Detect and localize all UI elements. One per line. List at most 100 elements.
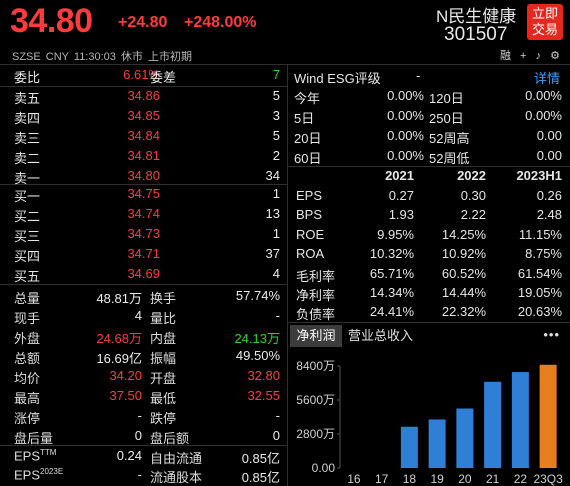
financials-label: 净利率	[296, 288, 336, 303]
level-label: 买一	[14, 189, 41, 204]
trade-now-button[interactable]: 立即 交易	[527, 4, 563, 40]
level-price: 34.71	[127, 246, 160, 261]
bid-level-row[interactable]: 买三 34.73 1	[0, 224, 286, 244]
return-value: 0.00%	[387, 108, 424, 123]
eps-label: EPS2023E	[14, 467, 63, 482]
tab-revenue[interactable]: 营业总收入	[348, 328, 414, 343]
stat-value: -	[275, 408, 280, 423]
stat-label: 跌停	[150, 411, 177, 426]
stat-value: 34.20	[109, 368, 142, 383]
financials-row: ROE 9.95% 14.25% 11.15%	[292, 225, 570, 245]
financials-value: 22.32%	[441, 304, 486, 320]
price-change: +24.80	[118, 14, 168, 31]
bid-level-row[interactable]: 买五 34.69 4	[0, 264, 286, 284]
divider	[288, 166, 570, 167]
financials-header: 2021 2022 2023H1	[292, 166, 570, 186]
level-volume: 3	[272, 108, 280, 123]
return-value: 0.00%	[525, 88, 562, 103]
level-label: 卖一	[14, 171, 41, 186]
stat-row: 最高 37.50 最低 32.55	[0, 386, 286, 406]
level-label: 卖三	[14, 131, 41, 146]
return-value: 0.00%	[387, 148, 424, 163]
bar-18[interactable]	[400, 426, 418, 468]
financials-year: 2021	[385, 168, 414, 183]
level-price: 34.69	[127, 266, 160, 281]
bid-level-row[interactable]: 买四 34.71 37	[0, 244, 286, 264]
ratio-label: 委比	[14, 70, 41, 85]
stat-row: 外盘 24.68万 内盘 24.13万	[0, 326, 286, 346]
stat-row: 总量 48.81万 换手 57.74%	[0, 286, 286, 306]
return-label: 20日	[294, 131, 322, 146]
stat-label: 现手	[14, 311, 41, 326]
x-tick-label: 16	[347, 472, 361, 486]
stat-row: 总额 16.69亿 振幅 49.50%	[0, 346, 286, 366]
chart-tabs: 净利润 营业总收入 •••	[290, 325, 570, 347]
financials-label: ROA	[296, 246, 325, 262]
stat-value: 16.69亿	[96, 351, 142, 366]
ask-level-row[interactable]: 卖五 34.86 5	[0, 86, 286, 106]
financials-value: 9.95%	[377, 226, 414, 242]
tab-net-profit[interactable]: 净利润	[290, 325, 342, 347]
header-icons[interactable]: 融 + ♪ ⚙	[500, 47, 563, 63]
eps-label-sup: TTM	[40, 448, 57, 457]
divider	[0, 64, 570, 65]
level-volume: 5	[272, 88, 280, 103]
financials-value: 65.71%	[369, 265, 414, 281]
bar-23Q3[interactable]	[539, 364, 557, 468]
header-icon-glyphs[interactable]: 融 + ♪ ⚙	[500, 50, 563, 62]
return-value: 0.00	[536, 148, 562, 163]
bid-level-row[interactable]: 买一 34.75 1	[0, 184, 286, 204]
level-volume: 2	[272, 148, 280, 163]
order-ratio-row: 委比 6.61% 委差 7	[0, 65, 286, 85]
bar-20[interactable]	[456, 408, 474, 469]
level-price: 34.81	[127, 148, 160, 163]
financials-row: 负债率 24.41% 22.32% 20.63%	[292, 302, 570, 322]
market-status: 休市	[120, 51, 143, 63]
financials-year: 2023H1	[516, 168, 562, 183]
eps-label: EPSTTM	[14, 448, 56, 463]
financials-row: BPS 1.93 2.22 2.48	[292, 205, 570, 225]
esg-detail-link[interactable]: 详情	[533, 71, 560, 86]
financials-value: 2.22	[460, 207, 486, 223]
return-value: 0.00%	[387, 128, 424, 143]
stat-label: 盘后量	[14, 431, 54, 446]
level-volume: 1	[272, 226, 280, 241]
esg-label: Wind ESG评级	[294, 71, 381, 86]
ask-level-row[interactable]: 卖三 34.84 5	[0, 126, 286, 146]
bid-level-row[interactable]: 买二 34.74 13	[0, 204, 286, 224]
financials-value: 10.32%	[369, 246, 414, 262]
share-label: 自由流通	[150, 451, 203, 466]
stat-value: 0	[272, 428, 280, 443]
net-profit-chart: 8400万 5600万 2800万 0.00 16 17 18 19 20 21 22 23Q3	[296, 359, 563, 486]
return-label: 今年	[294, 91, 321, 106]
divider	[288, 322, 570, 323]
stat-label: 盘后额	[150, 431, 190, 446]
financials-value: 14.44%	[441, 285, 486, 300]
bar-21[interactable]	[484, 381, 502, 468]
level-volume: 5	[272, 128, 280, 143]
esg-row: Wind ESG评级 - 详情	[292, 66, 570, 86]
more-icon[interactable]: •••	[543, 327, 560, 342]
return-label: 52周低	[429, 151, 470, 166]
bar-19[interactable]	[428, 419, 446, 468]
y-tick-label: 2800万	[296, 427, 335, 441]
return-label: 5日	[294, 111, 315, 126]
eps-row: EPS2023E - 流通股本 0.85亿	[0, 465, 286, 485]
return-value: 0.00%	[387, 88, 424, 103]
return-value: 0.00%	[525, 108, 562, 123]
level-price: 34.73	[127, 226, 160, 241]
ask-level-row[interactable]: 卖二 34.81 2	[0, 146, 286, 166]
ask-level-row[interactable]: 卖四 34.85 3	[0, 106, 286, 126]
bar-22[interactable]	[511, 372, 529, 468]
level-label: 卖四	[14, 111, 41, 126]
return-row: 20日 0.00% 52周高 0.00	[292, 126, 570, 146]
return-label: 250日	[429, 111, 464, 126]
ask-level-row[interactable]: 卖一 34.80 34	[0, 166, 286, 186]
stat-row: 现手 4 量比 -	[0, 306, 286, 326]
quote-time: 11:30:03	[73, 51, 116, 63]
stat-label: 均价	[14, 371, 41, 386]
eps-label-text: EPS	[14, 448, 41, 464]
divider	[0, 284, 287, 285]
stat-row: 均价 34.20 开盘 32.80	[0, 366, 286, 386]
diff-label: 委差	[150, 70, 177, 85]
